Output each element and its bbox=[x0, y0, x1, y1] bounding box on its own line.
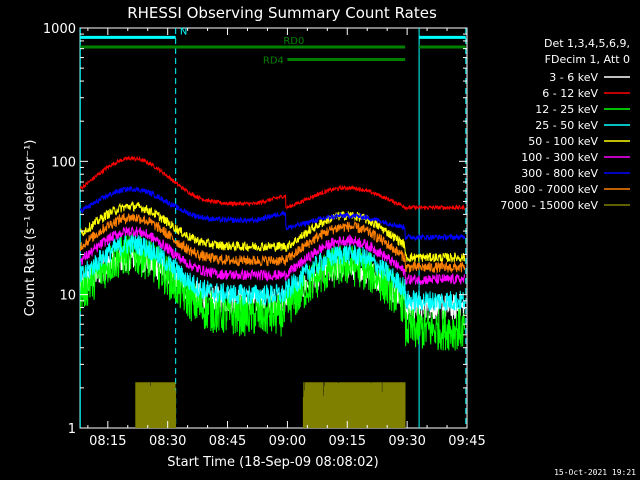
y-axis-label: Count Rate (s⁻¹ detector⁻¹) bbox=[23, 140, 38, 317]
series-line-6 bbox=[79, 185, 466, 242]
chart-title: RHESSI Observing Summary Count Rates bbox=[127, 4, 437, 22]
legend-label-4: 50 - 100 keV bbox=[528, 135, 598, 148]
series-line-1 bbox=[79, 155, 466, 212]
x-axis-label: Start Time (18-Sep-09 08:08:02) bbox=[167, 455, 378, 470]
legend-title-line-2: FDecim 1, Att 0 bbox=[545, 53, 630, 66]
y-tick-label-2: 100 bbox=[51, 155, 76, 170]
x-tick-label-0: 08:15 bbox=[89, 434, 126, 449]
flag-label-n: N bbox=[180, 26, 187, 37]
series-lines bbox=[79, 155, 466, 428]
series-line-4 bbox=[80, 200, 466, 264]
axes: 08:15 08:30 08:45 09:00 09:15 09:30 09:45 1 10 10… bbox=[43, 22, 486, 449]
series-line-7 bbox=[79, 213, 466, 274]
legend-label-6: 300 - 800 keV bbox=[521, 167, 598, 180]
y-tick-label-1: 10 bbox=[59, 289, 76, 304]
plot-area: N RD0 RD4 08:15 08:30 08:45 09:00 09:15 09:30 09… bbox=[43, 22, 486, 449]
flag-bars: N RD0 RD4 bbox=[80, 26, 466, 67]
series-line-8 bbox=[135, 382, 406, 428]
vertical-markers bbox=[79, 28, 467, 428]
y-tick-label-3: 1000 bbox=[43, 22, 76, 37]
flag-label-rd0: RD0 bbox=[283, 36, 304, 47]
plot-frame bbox=[79, 27, 468, 429]
legend-label-8: 7000 - 15000 keV bbox=[500, 199, 598, 212]
series-line-3 bbox=[79, 234, 466, 312]
x-tick-label-5: 09:30 bbox=[388, 434, 425, 449]
x-tick-label-6: 09:45 bbox=[448, 434, 485, 449]
chart-legend: Det 1,3,4,5,6,9, FDecim 1, Att 0 3 - 6 k… bbox=[500, 37, 630, 212]
legend-label-1: 6 - 12 keV bbox=[542, 87, 598, 100]
x-tick-label-3: 09:00 bbox=[269, 434, 306, 449]
legend-label-3: 25 - 50 keV bbox=[535, 119, 598, 132]
x-tick-label-1: 08:30 bbox=[149, 434, 186, 449]
legend-label-0: 3 - 6 keV bbox=[549, 71, 598, 84]
y-tick-label-0: 1 bbox=[68, 422, 76, 437]
legend-title-line-1: Det 1,3,4,5,6,9, bbox=[544, 37, 630, 50]
x-tick-label-2: 08:45 bbox=[209, 434, 246, 449]
legend-label-2: 12 - 25 keV bbox=[535, 103, 598, 116]
legend-label-7: 800 - 7000 keV bbox=[514, 183, 598, 196]
flag-label-rd4: RD4 bbox=[263, 56, 284, 67]
legend-label-5: 100 - 300 keV bbox=[521, 151, 598, 164]
series-line-5 bbox=[79, 225, 466, 285]
footer-date: 15-Oct-2021 19:21 bbox=[554, 468, 636, 477]
x-tick-label-4: 09:15 bbox=[329, 434, 366, 449]
